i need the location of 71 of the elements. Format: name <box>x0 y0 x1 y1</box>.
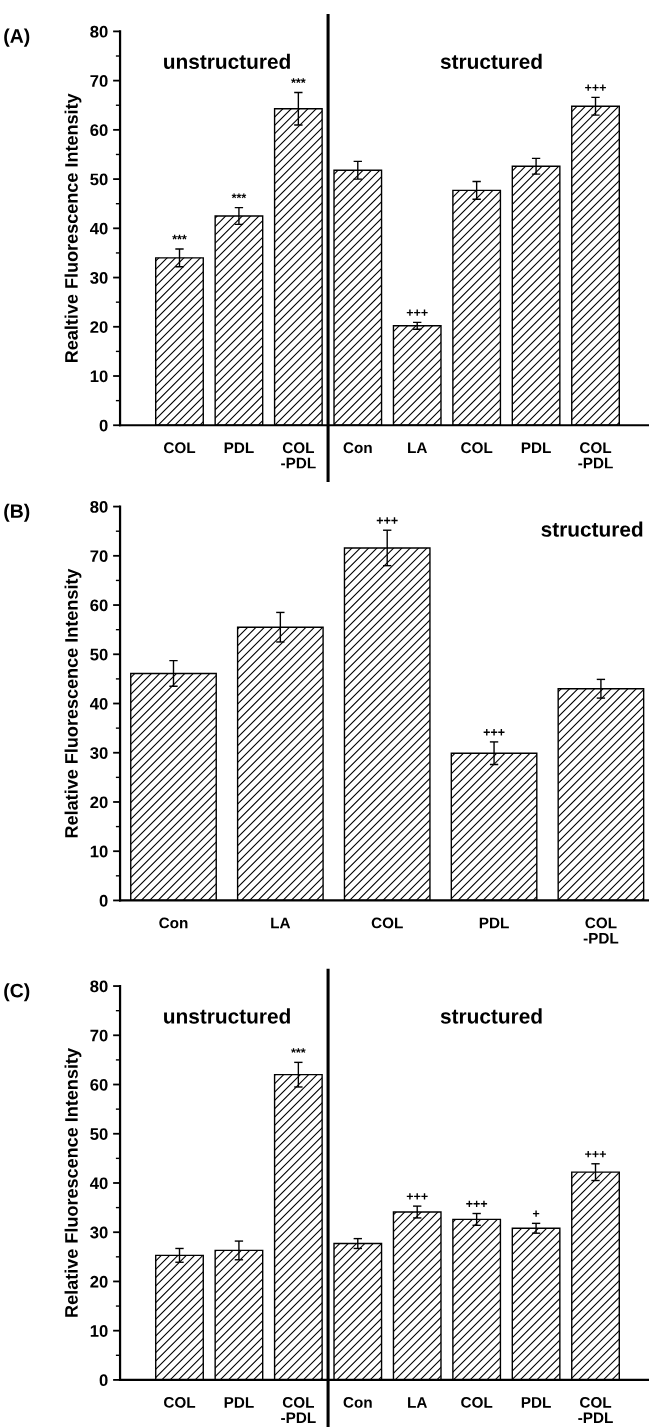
chart-title: (C) <box>4 983 30 1002</box>
y-tick-label: 30 <box>90 747 108 759</box>
x-tick-label: COL -PDL <box>281 1396 316 1423</box>
chart-title: (A) <box>4 28 30 47</box>
data-label: +++ <box>585 84 606 91</box>
y-tick-label: 30 <box>90 271 108 284</box>
y-tick-label: 10 <box>90 845 108 858</box>
x-tick-label: LA <box>408 1397 427 1408</box>
x-tick-label: PDL <box>479 917 509 929</box>
data-label: *** <box>291 78 306 83</box>
y-tick-label: 50 <box>90 173 108 186</box>
annotation: structured <box>440 1008 542 1024</box>
x-tick-label: Con <box>343 442 372 454</box>
y-tick-label: 0 <box>99 419 108 432</box>
y-tick-label: 10 <box>90 370 108 383</box>
data-label: +++ <box>406 309 428 316</box>
y-tick-label: 20 <box>90 796 108 809</box>
data-label: +++ <box>483 729 505 736</box>
y-tick-label: 70 <box>90 75 108 87</box>
data-label: +++ <box>585 1150 606 1158</box>
data-label: +++ <box>466 1200 488 1207</box>
data-label: +++ <box>406 1193 428 1200</box>
x-tick-label: COL <box>371 917 403 929</box>
y-axis-title: Relative Fluorescence Intensity <box>64 1048 82 1317</box>
data-label: *** <box>231 193 247 199</box>
x-tick-label: COL -PDL <box>281 442 316 469</box>
y-tick-label: 0 <box>99 1374 108 1387</box>
x-tick-label: Con <box>159 917 188 929</box>
x-tick-label: COL -PDL <box>578 1396 613 1423</box>
y-tick-label: 80 <box>90 25 108 38</box>
y-tick-label: 20 <box>90 321 108 333</box>
x-tick-label: COL <box>164 1396 196 1408</box>
y-tick-label: 60 <box>90 124 108 137</box>
x-tick-label: COL -PDL <box>583 917 619 944</box>
x-tick-label: LA <box>271 917 291 929</box>
annotation: structured <box>541 521 643 537</box>
x-tick-label: COL <box>461 1396 493 1408</box>
y-tick-label: 10 <box>90 1325 108 1337</box>
x-tick-label: COL <box>461 442 493 454</box>
x-tick-label: COL -PDL <box>578 442 613 469</box>
y-axis-title: Realtive Fluorescence Intensity <box>64 93 82 363</box>
y-tick-label: 60 <box>90 1078 108 1091</box>
x-tick-label: PDL <box>224 442 254 453</box>
data-label: *** <box>172 234 187 240</box>
x-tick-label: COL <box>164 442 196 454</box>
x-tick-label: Con <box>343 1396 372 1408</box>
y-tick-label: 20 <box>90 1275 108 1288</box>
chart-title: (B) <box>4 503 30 522</box>
y-tick-label: 0 <box>99 894 108 907</box>
y-tick-label: 50 <box>90 1128 108 1140</box>
y-tick-label: 40 <box>89 222 108 235</box>
data-label: *** <box>291 1048 306 1053</box>
x-tick-label: PDL <box>521 1397 551 1408</box>
y-tick-label: 80 <box>90 980 108 993</box>
x-tick-label: PDL <box>224 1397 254 1408</box>
y-tick-label: 80 <box>90 500 108 513</box>
y-tick-label: 50 <box>90 648 108 661</box>
y-tick-label: 70 <box>90 550 108 563</box>
y-tick-label: 40 <box>89 1177 108 1190</box>
data-label: +++ <box>376 517 398 524</box>
y-axis-title: Relative Fluorescence Intensity <box>64 568 82 838</box>
annotation: unstructured <box>164 1008 290 1024</box>
y-tick-label: 60 <box>90 599 108 612</box>
data-label: + <box>532 1210 540 1217</box>
annotation: unstructured <box>164 53 290 69</box>
annotation: structured <box>440 53 542 69</box>
x-tick-label: PDL <box>521 442 551 453</box>
x-tick-label: LA <box>408 442 427 453</box>
y-tick-label: 30 <box>90 1226 108 1239</box>
y-tick-label: 40 <box>89 697 108 710</box>
y-tick-label: 70 <box>90 1029 108 1042</box>
